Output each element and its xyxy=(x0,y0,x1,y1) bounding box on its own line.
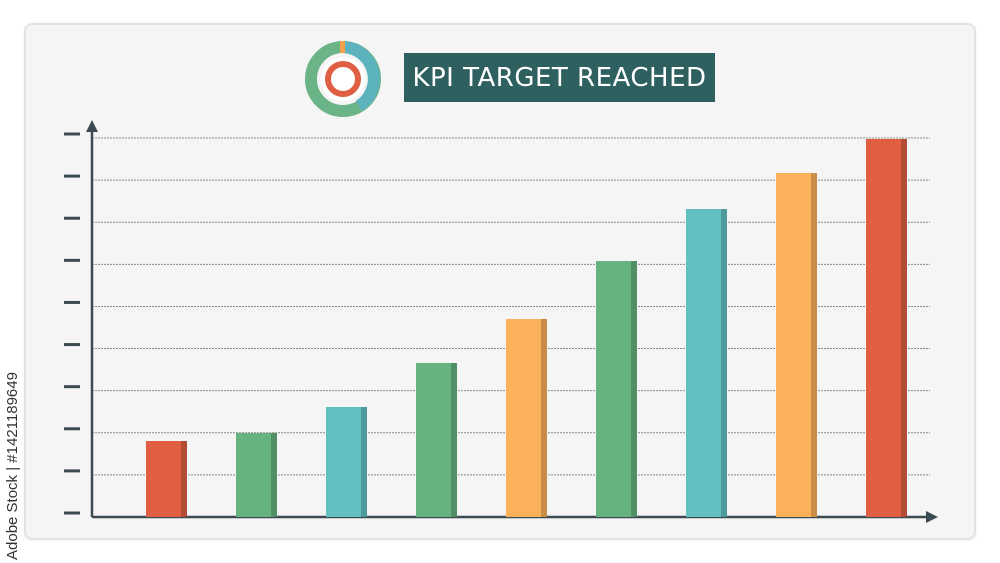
bar xyxy=(776,173,817,517)
stock-separator: | xyxy=(4,466,21,471)
x-axis-arrow xyxy=(926,511,938,523)
bar xyxy=(866,139,907,517)
stock-image-id: #1421189649 xyxy=(4,372,21,463)
y-axis-arrow xyxy=(86,120,98,132)
kpi-banner: KPI TARGET REACHED xyxy=(404,53,715,102)
bar-shade xyxy=(271,433,277,517)
bar xyxy=(236,433,277,517)
bar xyxy=(506,319,547,517)
stock-id-text: Adobe Stock | #1421189649 xyxy=(2,320,24,560)
stock-brand: Adobe Stock xyxy=(4,474,21,560)
bar xyxy=(416,363,457,517)
bar-shade xyxy=(631,261,637,517)
target-icon xyxy=(305,41,381,117)
bar xyxy=(686,209,727,517)
bar-shade xyxy=(451,363,457,517)
bar-shade xyxy=(901,139,907,517)
bar xyxy=(326,407,367,517)
bar-shade xyxy=(721,209,727,517)
bar-shade xyxy=(181,441,187,517)
banner-title: KPI TARGET REACHED xyxy=(412,62,707,93)
bar-shade xyxy=(811,173,817,517)
bar-shade xyxy=(361,407,367,517)
bar xyxy=(596,261,637,517)
bar-shade xyxy=(541,319,547,517)
bar xyxy=(146,441,187,517)
